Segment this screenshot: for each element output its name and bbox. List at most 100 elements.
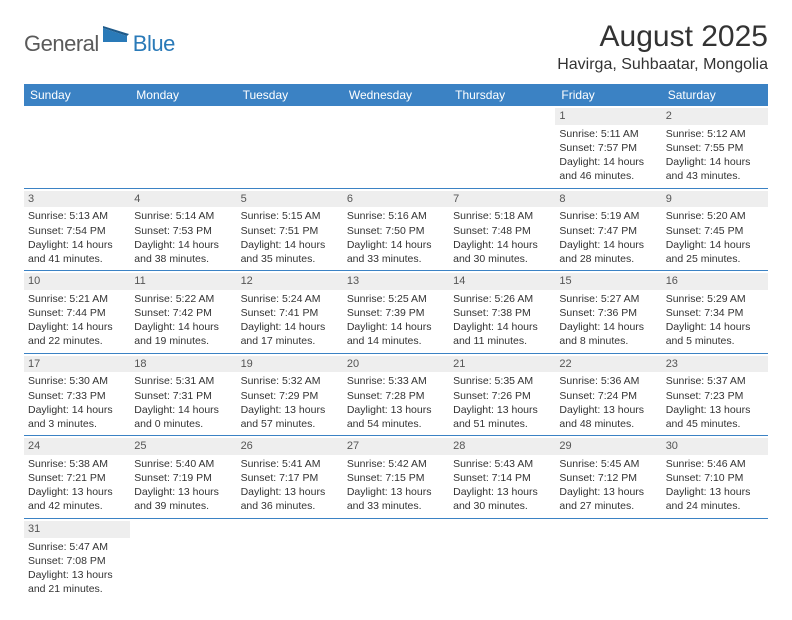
day-cell: 21Sunrise: 5:35 AMSunset: 7:26 PMDayligh… bbox=[449, 354, 555, 436]
day-header-row: SundayMondayTuesdayWednesdayThursdayFrid… bbox=[24, 84, 768, 106]
daylight-line: Daylight: 14 hours and 46 minutes. bbox=[559, 155, 657, 183]
sunset-line: Sunset: 7:08 PM bbox=[28, 554, 126, 568]
sunrise-line: Sunrise: 5:20 AM bbox=[666, 209, 764, 223]
day-number: 18 bbox=[130, 356, 236, 373]
day-number: 2 bbox=[662, 108, 768, 125]
day-cell bbox=[449, 519, 555, 601]
daylight-line: Daylight: 14 hours and 43 minutes. bbox=[666, 155, 764, 183]
daylight-line: Daylight: 13 hours and 21 minutes. bbox=[28, 568, 126, 596]
week-row: 10Sunrise: 5:21 AMSunset: 7:44 PMDayligh… bbox=[24, 271, 768, 354]
day-cell bbox=[343, 519, 449, 601]
day-number: 13 bbox=[343, 273, 449, 290]
day-cell: 19Sunrise: 5:32 AMSunset: 7:29 PMDayligh… bbox=[237, 354, 343, 436]
day-number: 1 bbox=[555, 108, 661, 125]
daylight-line: Daylight: 13 hours and 57 minutes. bbox=[241, 403, 339, 431]
day-cell: 24Sunrise: 5:38 AMSunset: 7:21 PMDayligh… bbox=[24, 436, 130, 518]
sunset-line: Sunset: 7:26 PM bbox=[453, 389, 551, 403]
sunset-line: Sunset: 7:44 PM bbox=[28, 306, 126, 320]
day-number: 7 bbox=[449, 191, 555, 208]
day-header-cell: Friday bbox=[555, 84, 661, 106]
day-number: 14 bbox=[449, 273, 555, 290]
daylight-line: Daylight: 13 hours and 45 minutes. bbox=[666, 403, 764, 431]
sunset-line: Sunset: 7:51 PM bbox=[241, 224, 339, 238]
sunrise-line: Sunrise: 5:33 AM bbox=[347, 374, 445, 388]
daylight-line: Daylight: 13 hours and 39 minutes. bbox=[134, 485, 232, 513]
sunset-line: Sunset: 7:31 PM bbox=[134, 389, 232, 403]
daylight-line: Daylight: 13 hours and 42 minutes. bbox=[28, 485, 126, 513]
week-row: 17Sunrise: 5:30 AMSunset: 7:33 PMDayligh… bbox=[24, 354, 768, 437]
day-number: 24 bbox=[24, 438, 130, 455]
daylight-line: Daylight: 14 hours and 17 minutes. bbox=[241, 320, 339, 348]
day-number: 20 bbox=[343, 356, 449, 373]
day-number: 23 bbox=[662, 356, 768, 373]
sunset-line: Sunset: 7:50 PM bbox=[347, 224, 445, 238]
calendar: SundayMondayTuesdayWednesdayThursdayFrid… bbox=[24, 84, 768, 600]
day-number: 21 bbox=[449, 356, 555, 373]
daylight-line: Daylight: 14 hours and 19 minutes. bbox=[134, 320, 232, 348]
day-cell: 6Sunrise: 5:16 AMSunset: 7:50 PMDaylight… bbox=[343, 189, 449, 271]
day-header-cell: Tuesday bbox=[237, 84, 343, 106]
day-cell: 2 Sunrise: 5:12 AMSunset: 7:55 PMDaylight… bbox=[662, 106, 768, 188]
sunrise-line: Sunrise: 5:29 AM bbox=[666, 292, 764, 306]
day-cell: 27Sunrise: 5:42 AMSunset: 7:15 PMDayligh… bbox=[343, 436, 449, 518]
sunrise-line: Sunrise: 5:32 AM bbox=[241, 374, 339, 388]
month-title: August 2025 bbox=[557, 20, 768, 54]
day-number: 15 bbox=[555, 273, 661, 290]
sunrise-line: Sunrise: 5:45 AM bbox=[559, 457, 657, 471]
sunrise-line: Sunrise: 5:30 AM bbox=[28, 374, 126, 388]
sunrise-line: Sunrise: 5:18 AM bbox=[453, 209, 551, 223]
week-row: 1Sunrise: 5:11 AMSunset: 7:57 PMDaylight… bbox=[24, 106, 768, 189]
sunset-line: Sunset: 7:57 PM bbox=[559, 141, 657, 155]
sunset-line: Sunset: 7:47 PM bbox=[559, 224, 657, 238]
day-number: 12 bbox=[237, 273, 343, 290]
day-cell: 18Sunrise: 5:31 AMSunset: 7:31 PMDayligh… bbox=[130, 354, 236, 436]
sunset-line: Sunset: 7:12 PM bbox=[559, 471, 657, 485]
day-cell: 20Sunrise: 5:33 AMSunset: 7:28 PMDayligh… bbox=[343, 354, 449, 436]
daylight-line: Daylight: 13 hours and 54 minutes. bbox=[347, 403, 445, 431]
daylight-line: Daylight: 14 hours and 0 minutes. bbox=[134, 403, 232, 431]
sunrise-line: Sunrise: 5:43 AM bbox=[453, 457, 551, 471]
day-cell bbox=[662, 519, 768, 601]
sunset-line: Sunset: 7:14 PM bbox=[453, 471, 551, 485]
day-header-cell: Sunday bbox=[24, 84, 130, 106]
day-cell bbox=[237, 519, 343, 601]
day-number: 22 bbox=[555, 356, 661, 373]
sunset-line: Sunset: 7:28 PM bbox=[347, 389, 445, 403]
sunrise-line: Sunrise: 5:15 AM bbox=[241, 209, 339, 223]
day-cell: 31 Sunrise: 5:47 AMSunset: 7:08 PMDayligh… bbox=[24, 519, 130, 601]
day-cell: 13Sunrise: 5:25 AMSunset: 7:39 PMDayligh… bbox=[343, 271, 449, 353]
day-cell: 1Sunrise: 5:11 AMSunset: 7:57 PMDaylight… bbox=[555, 106, 661, 188]
sunset-line: Sunset: 7:29 PM bbox=[241, 389, 339, 403]
sunset-line: Sunset: 7:23 PM bbox=[666, 389, 764, 403]
sunset-line: Sunset: 7:55 PM bbox=[666, 141, 764, 155]
daylight-line: Daylight: 14 hours and 14 minutes. bbox=[347, 320, 445, 348]
daylight-line: Daylight: 14 hours and 30 minutes. bbox=[453, 238, 551, 266]
day-cell bbox=[449, 106, 555, 188]
day-number: 31 bbox=[24, 521, 130, 538]
day-cell: 8Sunrise: 5:19 AMSunset: 7:47 PMDaylight… bbox=[555, 189, 661, 271]
sunset-line: Sunset: 7:45 PM bbox=[666, 224, 764, 238]
daylight-line: Daylight: 14 hours and 33 minutes. bbox=[347, 238, 445, 266]
sunrise-line: Sunrise: 5:41 AM bbox=[241, 457, 339, 471]
day-cell: 26Sunrise: 5:41 AMSunset: 7:17 PMDayligh… bbox=[237, 436, 343, 518]
day-cell: 29Sunrise: 5:45 AMSunset: 7:12 PMDayligh… bbox=[555, 436, 661, 518]
sunset-line: Sunset: 7:38 PM bbox=[453, 306, 551, 320]
daylight-line: Daylight: 13 hours and 33 minutes. bbox=[347, 485, 445, 513]
day-cell: 9Sunrise: 5:20 AMSunset: 7:45 PMDaylight… bbox=[662, 189, 768, 271]
daylight-line: Daylight: 13 hours and 51 minutes. bbox=[453, 403, 551, 431]
day-cell: 3Sunrise: 5:13 AMSunset: 7:54 PMDaylight… bbox=[24, 189, 130, 271]
sunrise-line: Sunrise: 5:12 AM bbox=[666, 127, 764, 141]
sunrise-line: Sunrise: 5:27 AM bbox=[559, 292, 657, 306]
sunset-line: Sunset: 7:53 PM bbox=[134, 224, 232, 238]
daylight-line: Daylight: 14 hours and 41 minutes. bbox=[28, 238, 126, 266]
sunrise-line: Sunrise: 5:47 AM bbox=[28, 540, 126, 554]
day-number: 29 bbox=[555, 438, 661, 455]
day-cell: 5Sunrise: 5:15 AMSunset: 7:51 PMDaylight… bbox=[237, 189, 343, 271]
day-number: 26 bbox=[237, 438, 343, 455]
day-cell bbox=[24, 106, 130, 188]
logo-text-blue: Blue bbox=[133, 31, 175, 57]
day-cell: 10Sunrise: 5:21 AMSunset: 7:44 PMDayligh… bbox=[24, 271, 130, 353]
sunrise-line: Sunrise: 5:24 AM bbox=[241, 292, 339, 306]
sunset-line: Sunset: 7:39 PM bbox=[347, 306, 445, 320]
sunset-line: Sunset: 7:33 PM bbox=[28, 389, 126, 403]
